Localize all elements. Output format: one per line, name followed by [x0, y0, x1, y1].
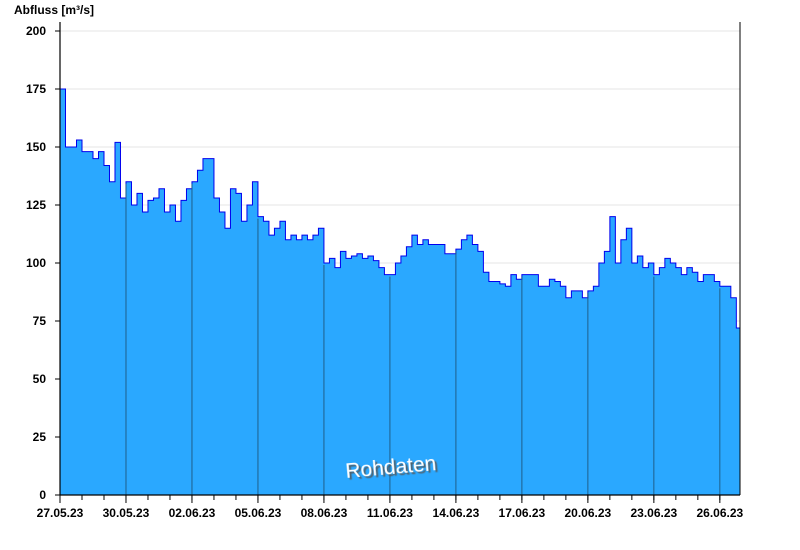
x-tick-label: 08.06.23: [301, 506, 348, 520]
x-tick-label: 17.06.23: [499, 506, 546, 520]
x-tick-label: 20.06.23: [565, 506, 612, 520]
x-tick-label: 27.05.23: [37, 506, 84, 520]
x-tick-label: 23.06.23: [630, 506, 677, 520]
y-tick-label: 150: [26, 140, 46, 154]
x-tick-label: 11.06.23: [367, 506, 413, 520]
discharge-line: [60, 88, 741, 329]
y-tick-label: 50: [33, 372, 47, 386]
x-tick-label: 26.06.23: [696, 506, 743, 520]
y-tick-label: 0: [39, 488, 46, 502]
y-tick-label: 100: [26, 256, 46, 270]
y-tick-label: 200: [26, 24, 46, 38]
x-tick-label: 05.06.23: [235, 506, 282, 520]
x-tick-label: 14.06.23: [433, 506, 480, 520]
discharge-area: [60, 89, 740, 495]
y-axis-label: Abfluss [m³/s]: [14, 3, 94, 17]
y-tick-label: 75: [33, 314, 47, 328]
x-tick-label: 02.06.23: [169, 506, 216, 520]
x-tick-label: 30.05.23: [103, 506, 150, 520]
y-tick-label: 25: [33, 430, 47, 444]
y-tick-label: 125: [26, 198, 46, 212]
y-tick-label: 175: [26, 82, 46, 96]
